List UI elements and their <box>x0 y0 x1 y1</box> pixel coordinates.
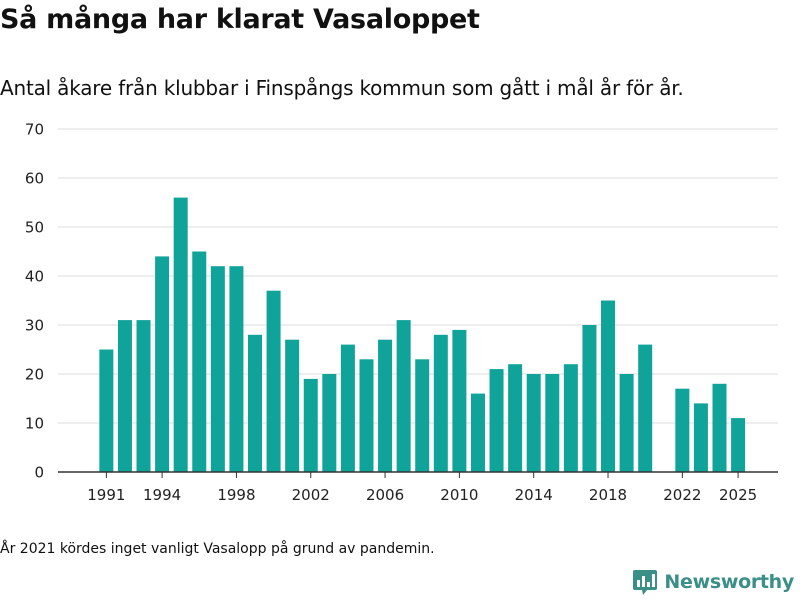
bar <box>545 374 560 472</box>
x-tick-label: 1991 <box>87 486 125 504</box>
bar <box>508 364 523 472</box>
x-tick-label: 2010 <box>440 486 478 504</box>
bar <box>155 256 170 472</box>
bar <box>322 374 337 472</box>
bar <box>452 329 467 472</box>
brand-logo[interactable]: Newsworthy <box>632 568 794 596</box>
bar <box>359 359 374 472</box>
chart-subtitle: Antal åkare från klubbar i Finspångs kom… <box>0 76 684 100</box>
y-tick-label: 30 <box>25 317 44 335</box>
y-axis-ticks: 0 10 20 30 40 50 60 70 <box>25 121 44 482</box>
bar <box>563 364 578 472</box>
y-tick-label: 0 <box>34 464 44 482</box>
x-tick-label: 1998 <box>217 486 255 504</box>
bar <box>229 266 244 472</box>
bar <box>266 290 281 472</box>
bar <box>415 359 430 472</box>
bar <box>582 325 597 472</box>
brand-name: Newsworthy <box>664 571 794 593</box>
bar <box>248 334 263 472</box>
bar <box>731 418 746 472</box>
x-tick-label: 2006 <box>366 486 404 504</box>
bar <box>136 320 151 472</box>
x-tick-label: 2022 <box>663 486 701 504</box>
bar <box>693 403 708 472</box>
x-tick-label: 2014 <box>515 486 553 504</box>
bar <box>340 344 355 472</box>
bar <box>303 378 318 472</box>
bar <box>638 344 653 472</box>
chart-title: Så många har klarat Vasaloppet <box>0 4 480 35</box>
bar <box>712 383 727 472</box>
newsworthy-logo-icon <box>633 570 658 595</box>
y-tick-label: 10 <box>25 415 44 433</box>
bar <box>470 393 485 472</box>
bar <box>210 266 225 472</box>
y-tick-label: 60 <box>25 170 44 188</box>
bar <box>173 197 188 472</box>
footnote: År 2021 kördes inget vanligt Vasalopp på… <box>0 541 435 557</box>
x-tick-label: 1994 <box>143 486 181 504</box>
x-tick-label: 2002 <box>292 486 330 504</box>
bar <box>99 349 114 472</box>
x-axis-ticks: 1991 1994 1998 2002 2006 2010 2014 2018 2022 2025 <box>87 472 757 504</box>
y-tick-label: 70 <box>25 121 44 139</box>
bar <box>619 374 634 472</box>
y-tick-label: 20 <box>25 366 44 384</box>
bar <box>192 251 207 472</box>
bar <box>675 388 690 472</box>
bar <box>396 320 411 472</box>
y-tick-label: 50 <box>25 219 44 237</box>
bar <box>285 339 300 472</box>
x-tick-label: 2018 <box>589 486 627 504</box>
bar <box>433 334 448 472</box>
bars <box>99 197 746 472</box>
y-tick-label: 40 <box>25 268 44 286</box>
bar <box>489 369 504 472</box>
bar <box>378 339 393 472</box>
bar <box>601 300 616 472</box>
bar <box>526 374 541 472</box>
x-tick-label: 2025 <box>719 486 757 504</box>
bar <box>117 320 132 472</box>
